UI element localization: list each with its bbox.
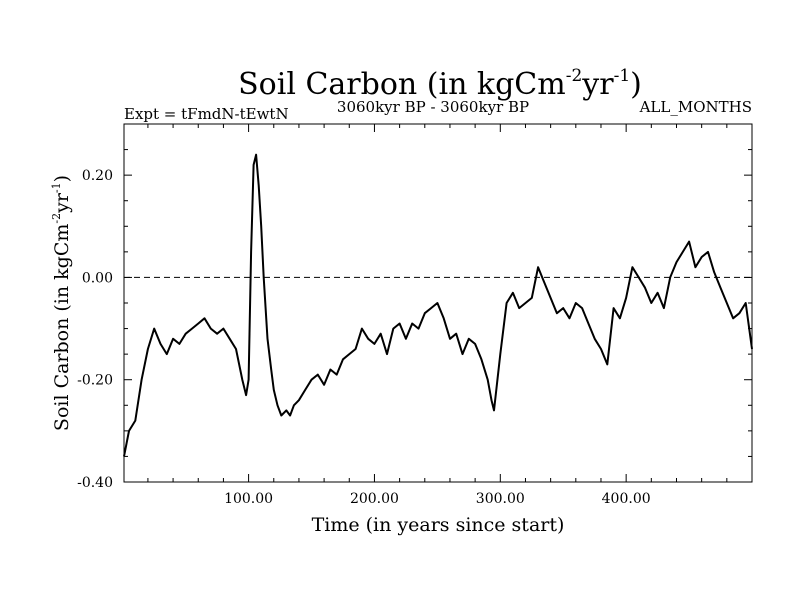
y-tick-label: 0.20: [82, 168, 113, 184]
series-group: [123, 153, 753, 457]
series-line: [123, 153, 753, 457]
tick-labels: 100.00 200.00 300.00 400.00 -0.40 -0.20 0.00 0.…: [77, 168, 651, 507]
x-tick-label: 400.00: [602, 491, 651, 507]
y-tick-label: 0.00: [82, 270, 113, 286]
chart-title: Soil Carbon (in kgCm-2yr-1): [238, 66, 642, 102]
x-tick-label: 300.00: [476, 491, 525, 507]
y-tick-label: -0.40: [77, 475, 113, 491]
months-label: ALL_MONTHS: [639, 98, 752, 116]
expt-label: Expt = tFmdN-tEwtN: [124, 105, 289, 123]
y-axis-label: Soil Carbon (in kgCm-2yr-1): [50, 175, 73, 431]
x-tick-label: 200.00: [350, 491, 399, 507]
period-label: 3060kyr BP - 3060kyr BP: [337, 98, 529, 116]
y-tick-label: -0.20: [77, 373, 113, 389]
axis-ticks: [124, 123, 752, 483]
x-tick-label: 100.00: [224, 491, 273, 507]
x-axis-label: Time (in years since start): [312, 514, 565, 536]
